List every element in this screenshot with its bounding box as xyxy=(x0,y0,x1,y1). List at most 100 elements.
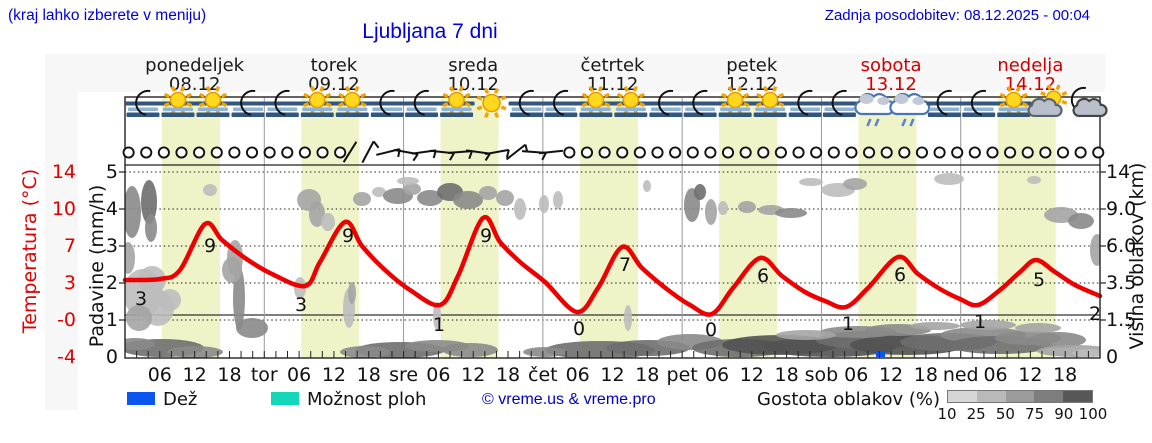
weather-icon-sun-fog xyxy=(717,85,754,117)
cloud-cover-circle xyxy=(1039,146,1052,159)
hour-label: 12 xyxy=(322,364,346,386)
cloud-cover-circle xyxy=(228,146,241,159)
density-segment xyxy=(948,391,977,402)
daylight-bands xyxy=(162,97,1056,358)
weather-icon-moon-cloud xyxy=(1070,86,1108,118)
day-header-panel xyxy=(45,54,1105,92)
cloud-cover-circle xyxy=(580,146,594,159)
weather-icons-row xyxy=(125,84,1108,127)
temp-tick: 7 xyxy=(64,235,76,257)
hour-label: 18 xyxy=(357,364,381,386)
weather-icon-sun-cloud xyxy=(1027,84,1068,118)
cloud-height-tick: 6.0 xyxy=(1106,235,1136,257)
temperature-value-label: 0 xyxy=(573,318,585,340)
weather-icon-sun-fog xyxy=(995,85,1032,117)
last-update-timestamp: Zadnja posodobitev: 08.12.2025 - 00:04 xyxy=(824,7,1090,24)
temperature-value-label: 6 xyxy=(757,265,769,287)
hour-label: 06 xyxy=(705,364,729,386)
weather-icon-moon-fog xyxy=(787,89,824,117)
cloud-cover-circle xyxy=(721,146,735,159)
cloud-height-tick: 1.5 xyxy=(1106,309,1136,331)
weather-icon-sun-fog xyxy=(752,85,789,117)
hour-label: 12 xyxy=(879,364,903,386)
weather-icon-moon-fog xyxy=(821,89,858,117)
precip-tick: 0 xyxy=(106,346,118,368)
precip-tick: 2 xyxy=(106,272,118,294)
weather-icon-moon-fog xyxy=(926,89,963,117)
copyright-link[interactable]: © vreme.us & vreme.pro xyxy=(482,391,656,408)
hour-label: 12 xyxy=(461,364,485,386)
temperature-value-label: 6 xyxy=(894,264,906,286)
cloud-cover-circle xyxy=(933,146,946,159)
weather-icon-sun-fog xyxy=(299,85,336,117)
cloud-height-tick: 3.5 xyxy=(1106,272,1136,294)
day-abbrev-label: sob xyxy=(805,364,839,386)
cloud-cover-circle xyxy=(245,146,259,159)
plot-frame xyxy=(119,96,1106,359)
weather-icon-sun-fog xyxy=(577,85,614,117)
density-segment xyxy=(1063,391,1092,402)
cloud-cover-circle xyxy=(845,146,858,159)
cloud-cover-circle xyxy=(810,146,823,159)
cloud-cover-circle xyxy=(633,146,646,159)
temp-tick: -0 xyxy=(57,309,76,331)
weather-icon-sun-fog xyxy=(160,85,196,117)
weather-icon-moon-fog xyxy=(682,89,719,117)
temperature-value-label: 9 xyxy=(342,225,354,247)
cloud-cover-circle xyxy=(651,146,664,159)
hour-label: 12 xyxy=(183,364,207,386)
weather-icon-sun xyxy=(476,88,507,118)
hour-label: 06 xyxy=(148,364,172,386)
temperature-value-labels: 3 9 3 9 1 9 0 7 0 6 1 6 1 5 2 xyxy=(135,225,1101,341)
density-tick-label: 25 xyxy=(966,405,986,423)
wind-barb xyxy=(538,149,564,155)
temp-tick: 10 xyxy=(52,198,76,220)
day-header-sobota: sobota 13.12 xyxy=(860,55,922,95)
cloud-cover-circle xyxy=(298,146,311,159)
day-abbrev-label: tor xyxy=(251,364,278,386)
weather-icon-moon-fog xyxy=(508,89,545,117)
cloud-cover-circle xyxy=(263,146,276,159)
day-abbrev-label: pet xyxy=(667,364,698,386)
weather-icon-moon-fog xyxy=(403,89,440,117)
weather-icon-moon-fog xyxy=(542,89,579,117)
cloud-cover-circle xyxy=(334,146,347,159)
wind-barbs xyxy=(342,140,564,164)
weather-icon-sun-fog xyxy=(612,85,649,117)
hour-label: 06 xyxy=(426,364,450,386)
precip-tick: 4 xyxy=(106,198,118,220)
gridlines xyxy=(125,97,1100,358)
cloud-cover-circle xyxy=(863,146,876,159)
density-segment xyxy=(1034,391,1064,402)
cloud-cover-circle xyxy=(986,146,999,159)
temp-tick: -4 xyxy=(57,346,76,368)
cloud-cover-circle xyxy=(880,146,893,159)
weather-icon-sun-fog xyxy=(334,85,371,117)
cloud-cover-circle xyxy=(598,146,611,159)
density-segment xyxy=(1005,391,1035,402)
density-tick-label: 75 xyxy=(1025,405,1045,423)
cloud-cover-circle xyxy=(951,146,964,159)
temperature-value-label: 5 xyxy=(1033,269,1045,291)
day-abbrev-label: ned xyxy=(943,364,979,386)
left-axis-panel xyxy=(45,58,78,410)
cloud-cover-circle xyxy=(757,146,770,159)
weather-icon-moon-fog xyxy=(647,89,684,117)
cloud-layer xyxy=(125,173,1100,358)
temperature-value-label: 9 xyxy=(480,225,492,247)
day-abbrev-label: sre xyxy=(389,364,418,386)
density-segment xyxy=(976,391,1006,402)
weather-icon-moon-fog xyxy=(264,89,301,117)
weather-icon-sun-fog xyxy=(438,85,475,117)
wind-barb xyxy=(361,140,375,164)
cloud-cover-circle xyxy=(739,146,752,159)
day-abbrev-label: čet xyxy=(528,364,558,386)
cloud-cover-circle xyxy=(1056,146,1070,159)
wind-barb xyxy=(342,141,358,163)
cloud-cover-circle xyxy=(704,146,717,159)
cloud-cover-circle xyxy=(316,146,329,159)
hour-label: 06 xyxy=(844,364,868,386)
wind-barb xyxy=(485,148,509,156)
